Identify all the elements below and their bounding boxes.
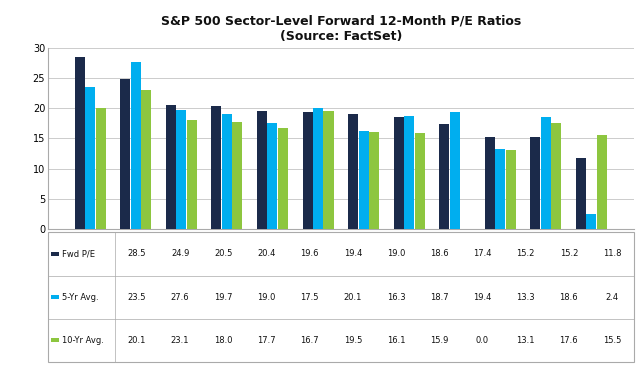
Text: Fwd P/E: Fwd P/E bbox=[62, 249, 95, 259]
Text: 19.0: 19.0 bbox=[257, 293, 276, 301]
Bar bbox=[166, 105, 176, 229]
Bar bbox=[278, 128, 288, 229]
Bar bbox=[131, 62, 141, 229]
Title: S&P 500 Sector-Level Forward 12-Month P/E Ratios
(Source: FactSet): S&P 500 Sector-Level Forward 12-Month P/… bbox=[161, 15, 521, 43]
Text: 17.6: 17.6 bbox=[559, 335, 578, 345]
Bar bbox=[394, 117, 404, 229]
Bar bbox=[222, 114, 232, 229]
Bar bbox=[358, 131, 369, 229]
Bar bbox=[348, 114, 358, 229]
Bar bbox=[415, 133, 425, 229]
Text: 19.7: 19.7 bbox=[214, 293, 232, 301]
Text: 10-Yr Avg.: 10-Yr Avg. bbox=[62, 335, 104, 345]
Bar bbox=[187, 120, 196, 229]
Text: 15.5: 15.5 bbox=[603, 335, 621, 345]
Text: 17.5: 17.5 bbox=[300, 293, 319, 301]
Text: 20.5: 20.5 bbox=[214, 249, 232, 259]
Bar bbox=[495, 149, 506, 229]
Text: 24.9: 24.9 bbox=[171, 249, 189, 259]
Bar bbox=[506, 150, 516, 229]
Bar bbox=[531, 137, 540, 229]
Text: 18.7: 18.7 bbox=[430, 293, 449, 301]
Bar bbox=[541, 117, 551, 229]
Text: 27.6: 27.6 bbox=[171, 293, 189, 301]
Bar bbox=[576, 158, 586, 229]
Text: 17.7: 17.7 bbox=[257, 335, 276, 345]
Bar bbox=[141, 90, 151, 229]
Bar bbox=[485, 137, 495, 229]
Text: 18.6: 18.6 bbox=[559, 293, 578, 301]
Text: 18.6: 18.6 bbox=[430, 249, 449, 259]
Text: 17.4: 17.4 bbox=[473, 249, 492, 259]
Bar bbox=[257, 111, 267, 229]
Bar bbox=[95, 108, 106, 229]
Text: 15.2: 15.2 bbox=[516, 249, 535, 259]
Text: 19.4: 19.4 bbox=[473, 293, 492, 301]
Text: 20.1: 20.1 bbox=[344, 293, 362, 301]
Text: 5-Yr Avg.: 5-Yr Avg. bbox=[62, 293, 99, 301]
Text: 28.5: 28.5 bbox=[128, 249, 146, 259]
Bar bbox=[404, 116, 414, 229]
Bar bbox=[369, 132, 379, 229]
Text: 20.4: 20.4 bbox=[257, 249, 276, 259]
Text: 0.0: 0.0 bbox=[476, 335, 489, 345]
Text: 16.7: 16.7 bbox=[300, 335, 319, 345]
Text: 18.0: 18.0 bbox=[214, 335, 232, 345]
Text: 23.1: 23.1 bbox=[171, 335, 189, 345]
Bar bbox=[439, 124, 449, 229]
Text: 16.1: 16.1 bbox=[387, 335, 405, 345]
Bar bbox=[586, 214, 596, 229]
Text: 11.8: 11.8 bbox=[603, 249, 621, 259]
Text: 19.4: 19.4 bbox=[344, 249, 362, 259]
Bar bbox=[323, 111, 333, 229]
Text: 19.0: 19.0 bbox=[387, 249, 405, 259]
Bar bbox=[313, 108, 323, 229]
Bar bbox=[211, 106, 221, 229]
Text: 2.4: 2.4 bbox=[605, 293, 619, 301]
Text: 19.5: 19.5 bbox=[344, 335, 362, 345]
Text: 15.2: 15.2 bbox=[559, 249, 578, 259]
Text: 13.3: 13.3 bbox=[516, 293, 535, 301]
Bar bbox=[75, 57, 84, 229]
Text: 23.5: 23.5 bbox=[128, 293, 146, 301]
Bar bbox=[450, 112, 460, 229]
Bar bbox=[303, 112, 312, 229]
Text: 13.1: 13.1 bbox=[516, 335, 535, 345]
Bar bbox=[85, 87, 95, 229]
Text: 19.6: 19.6 bbox=[300, 249, 319, 259]
Bar bbox=[120, 79, 130, 229]
Text: 16.3: 16.3 bbox=[387, 293, 405, 301]
Bar bbox=[176, 110, 186, 229]
Text: 20.1: 20.1 bbox=[128, 335, 146, 345]
Bar bbox=[232, 122, 243, 229]
Bar bbox=[268, 123, 278, 229]
Bar bbox=[552, 123, 561, 229]
Text: 15.9: 15.9 bbox=[430, 335, 449, 345]
Bar bbox=[597, 135, 607, 229]
